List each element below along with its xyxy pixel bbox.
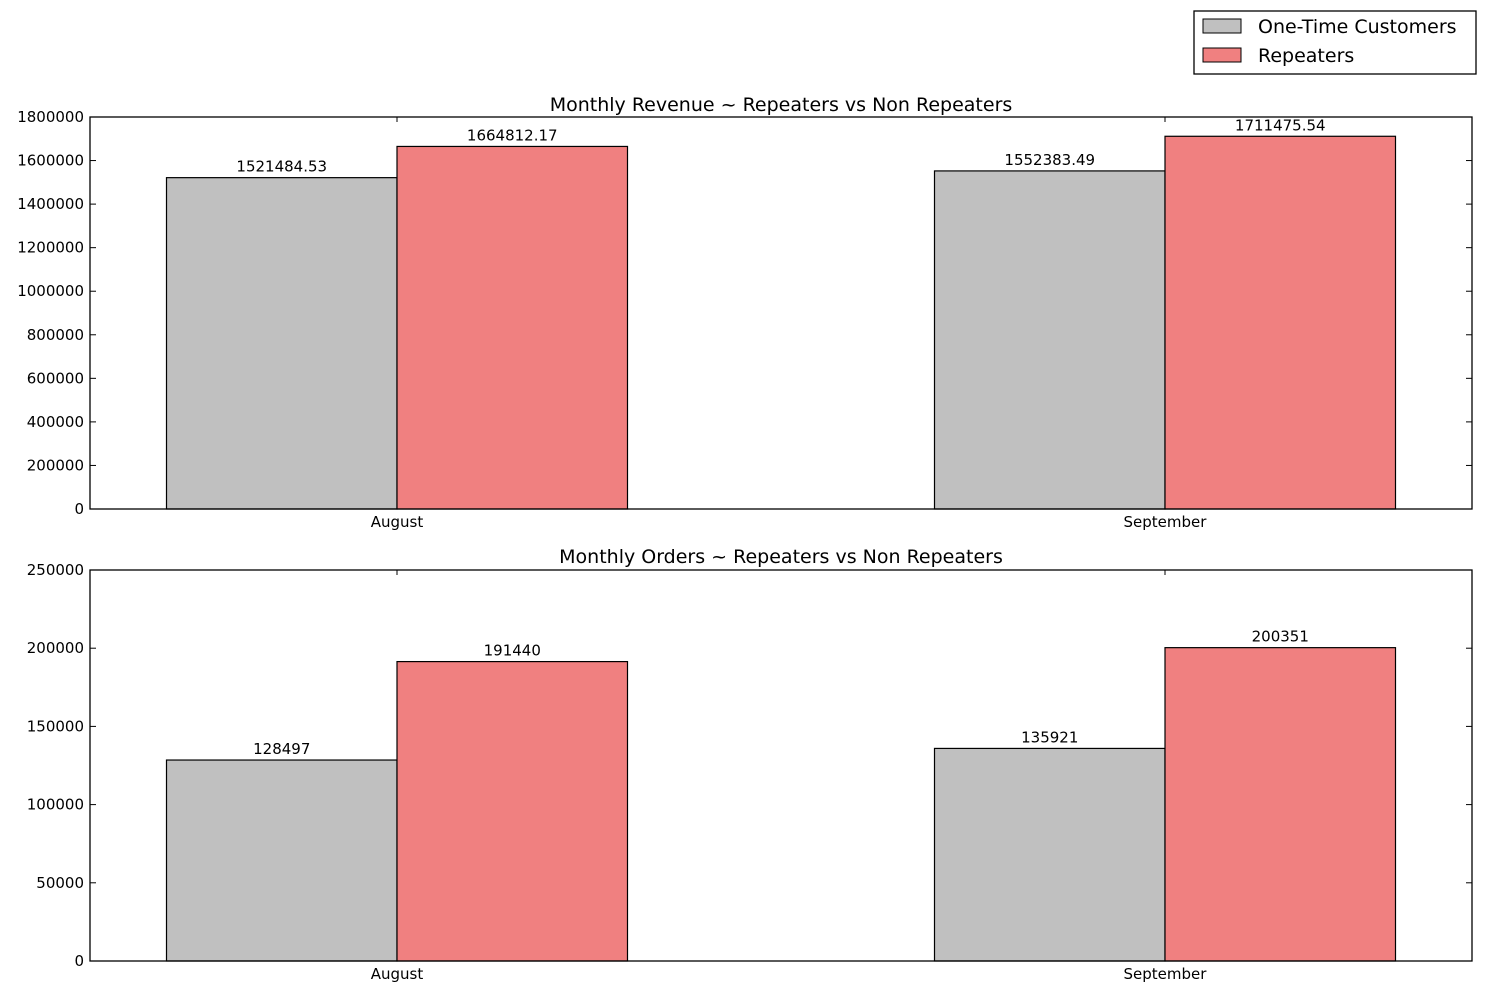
orders-chart-title: Monthly Orders ~ Repeaters vs Non Repeat… [559,546,1003,568]
orders-data-label: 128497 [253,740,310,758]
orders-bar-repeaters-september [1164,647,1397,962]
revenue-data-label: 1521484.53 [236,158,327,176]
orders-y-tick-label: 50000 [36,874,84,892]
legend-label-one-time: One-Time Customers [1258,16,1457,38]
revenue-chart: Monthly Revenue ~ Repeaters vs Non Repea… [17,94,1473,531]
revenue-y-tick-label: 200000 [27,456,84,474]
revenue-y-tick-label: 1200000 [17,239,84,257]
orders-bar-one-time-august [165,759,398,962]
revenue-bar-repeaters-august [396,145,629,510]
revenue-y-tick-label: 1600000 [17,152,84,170]
revenue-y-tick-label: 800000 [27,326,84,344]
orders-data-label: 200351 [1252,628,1309,646]
orders-y-tick-label: 200000 [27,639,84,657]
revenue-y-tick-label: 1400000 [17,195,84,213]
legend: One-Time Customers Repeaters [1193,10,1477,75]
legend-swatch-one-time [1202,18,1242,34]
revenue-bar-one-time-september [933,170,1166,510]
revenue-y-tick-label: 400000 [27,413,84,431]
revenue-y-tick-label: 1000000 [17,282,84,300]
legend-label-repeaters: Repeaters [1258,45,1354,67]
revenue-chart-title: Monthly Revenue ~ Repeaters vs Non Repea… [550,94,1013,116]
revenue-data-label: 1664812.17 [467,126,558,144]
orders-y-tick-label: 0 [74,952,84,970]
orders-data-label: 135921 [1021,728,1078,746]
revenue-data-label: 1552383.49 [1004,151,1095,169]
orders-bar-one-time-september [933,747,1166,962]
revenue-y-tick-label: 1800000 [17,108,84,126]
revenue-y-tick-label: 600000 [27,369,84,387]
orders-x-tick-label: September [1124,965,1208,983]
revenue-x-tick-label: August [371,513,424,531]
orders-bar-repeaters-august [396,660,629,962]
revenue-x-tick-label: September [1124,513,1208,531]
orders-y-tick-label: 250000 [27,561,84,579]
orders-data-label: 191440 [484,642,541,660]
revenue-axes-frame [89,116,1473,510]
orders-chart: Monthly Orders ~ Repeaters vs Non Repeat… [27,546,1473,983]
revenue-bar-repeaters-september [1164,135,1397,510]
revenue-bar-one-time-august [165,177,398,510]
orders-x-tick-label: August [371,965,424,983]
revenue-y-tick-label: 0 [74,500,84,518]
legend-swatch-repeaters [1202,47,1242,63]
orders-axes-frame [89,569,1473,962]
orders-y-tick-label: 100000 [27,796,84,814]
orders-y-tick-label: 150000 [27,717,84,735]
revenue-data-label: 1711475.54 [1235,116,1326,134]
